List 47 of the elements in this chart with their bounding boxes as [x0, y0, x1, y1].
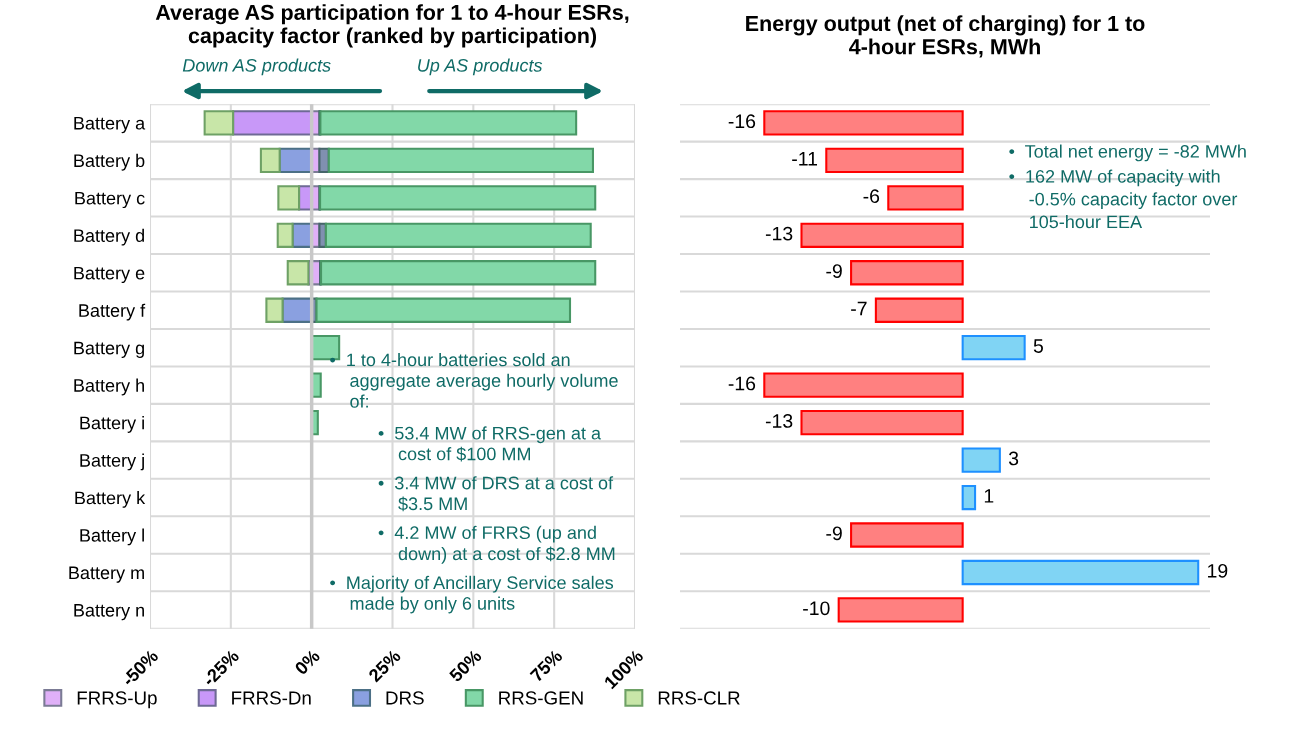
annotation: • 3.4 MW of DRS at a cost of $3.5 MM — [378, 476, 614, 512]
y-tick-label: Battery c — [75, 191, 145, 209]
y-tick-label: Battery h — [74, 378, 144, 396]
annotation: • 53.4 MW of RRS-gen at a cost of $100 MM — [378, 426, 602, 462]
annotation: • Majority of Ancillary Service sales made by only 6 units — [330, 575, 614, 614]
data-label: 1 — [984, 489, 994, 503]
y-tick-label: Battery l — [80, 528, 144, 546]
data-label: -7 — [851, 301, 867, 316]
y-tick-label: Battery f — [79, 303, 146, 321]
y-tick-label: Battery n — [74, 604, 144, 621]
y-tick-label: Battery b — [74, 153, 145, 171]
y-tick-label: Battery k — [75, 491, 146, 508]
chart-title: Average AS participation for 1 to 4-hour ESRs, capacity factor (ranked by participation) — [155, 4, 629, 48]
data-label: -9 — [826, 526, 842, 541]
annotation: • Total net energy = -82 MWh — [1009, 144, 1246, 162]
data-label: 5 — [1033, 339, 1043, 353]
y-tick-label: Battery d — [74, 228, 144, 246]
chart-title: Energy output (net of charging) for 1 to 4-hour ESRs, MWh — [746, 15, 1145, 58]
legend-label: FRRS-Dn — [232, 691, 311, 705]
text: Down AS products — [182, 58, 331, 76]
annotation: • 162 MW of capacity with -0.5% capacity factor over 105-hour EEA — [1009, 169, 1238, 229]
data-label: -16 — [728, 376, 756, 391]
data-label: -11 — [792, 152, 818, 166]
legend-label: DRS — [386, 691, 424, 705]
legend-label: FRRS-Up — [77, 691, 157, 709]
y-tick-label: Battery a — [74, 117, 146, 134]
y-tick-label: Battery m — [69, 566, 144, 583]
x-tick-label: 50% — [448, 648, 483, 683]
y-tick-label: Battery i — [80, 416, 144, 433]
data-label: -16 — [728, 114, 756, 129]
data-label: -9 — [826, 264, 842, 278]
data-label: -13 — [765, 414, 793, 428]
data-label: -6 — [863, 189, 880, 204]
text: Up AS products — [418, 58, 543, 76]
y-tick-label: Battery j — [80, 453, 144, 471]
legend-label: RRS-GEN — [499, 691, 583, 705]
x-tick-label: 75% — [529, 648, 564, 683]
x-tick-label: 0% — [294, 648, 321, 676]
data-label: -10 — [803, 601, 830, 616]
data-label: 19 — [1208, 563, 1228, 578]
data-label: 3 — [1008, 451, 1019, 466]
y-tick-label: Battery g — [74, 341, 144, 358]
annotation: • 4.2 MW of FRRS (up and down) at a cost of $2.8 MM — [378, 525, 615, 564]
annotation: • 1 to 4-hour batteries sold an aggregate average hourly volume of: — [330, 352, 618, 408]
legend-label: RRS-CLR — [658, 691, 740, 705]
y-tick-label: Battery e — [74, 266, 145, 284]
data-label: -13 — [765, 226, 793, 241]
